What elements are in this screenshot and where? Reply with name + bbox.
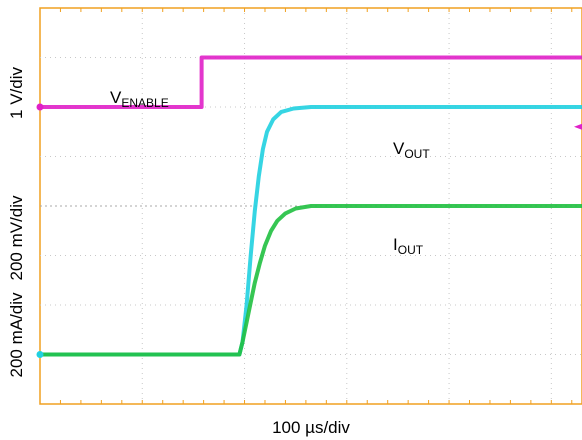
y-scale-label-vout: 200 mV/div	[7, 195, 26, 281]
y-scale-label-venable: 1 V/div	[7, 67, 26, 119]
scope-traces	[40, 55, 582, 357]
baseline-marker-venable	[36, 103, 44, 111]
series-label-vout: VOUT	[393, 139, 430, 161]
baseline-marker-vout	[36, 351, 44, 358]
trace-iout	[40, 204, 582, 357]
y-scale-label-iout: 200 mA/div	[7, 292, 26, 378]
trigger-level-marker	[574, 123, 582, 130]
series-label-venable: VENABLE	[110, 88, 169, 110]
x-axis-label: 100 µs/div	[272, 418, 350, 437]
channel-markers	[36, 103, 582, 358]
series-label-iout: IOUT	[393, 235, 424, 257]
trace-venable	[40, 55, 582, 109]
trace-vout	[40, 105, 582, 357]
